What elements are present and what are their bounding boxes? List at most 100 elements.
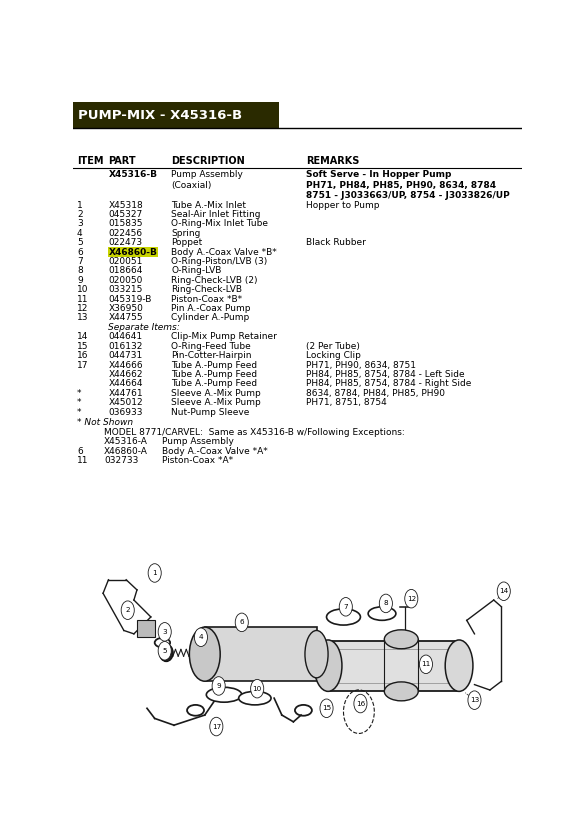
Ellipse shape [385, 682, 418, 700]
Text: *: * [77, 407, 82, 416]
Text: 17: 17 [212, 724, 221, 729]
Text: 3: 3 [77, 220, 83, 228]
Text: *: * [77, 389, 82, 398]
Circle shape [251, 680, 264, 698]
Text: DESCRIPTION: DESCRIPTION [172, 156, 245, 166]
Text: Sleeve A.-Mix Pump: Sleeve A.-Mix Pump [172, 398, 261, 407]
Text: 2: 2 [77, 210, 82, 219]
Text: 11: 11 [77, 456, 89, 465]
Ellipse shape [239, 691, 271, 705]
Text: 15: 15 [322, 705, 331, 711]
Text: 032733: 032733 [104, 456, 139, 465]
Circle shape [158, 623, 171, 641]
Ellipse shape [160, 644, 173, 662]
Text: *: * [77, 398, 82, 407]
Text: Spring: Spring [172, 229, 201, 238]
Bar [137, 620, 155, 637]
Text: 8: 8 [77, 267, 83, 275]
Text: 018664: 018664 [108, 267, 143, 275]
Circle shape [379, 594, 393, 613]
Text: 9: 9 [77, 276, 83, 285]
Text: 020051: 020051 [108, 257, 143, 266]
Text: Pump Assembly: Pump Assembly [162, 437, 234, 446]
Text: X45316-B: X45316-B [108, 170, 157, 179]
Circle shape [121, 601, 135, 620]
Text: 6: 6 [77, 447, 83, 455]
Text: 8634, 8784, PH84, PH85, PH90: 8634, 8784, PH84, PH85, PH90 [306, 389, 445, 398]
Text: 2: 2 [125, 607, 130, 613]
Text: 036933: 036933 [108, 407, 143, 416]
FancyBboxPatch shape [72, 102, 280, 128]
Text: 3: 3 [162, 629, 167, 635]
Text: X45316-A: X45316-A [104, 437, 148, 446]
Text: 14: 14 [499, 588, 509, 594]
Text: 15: 15 [77, 342, 89, 351]
Text: 8: 8 [383, 601, 388, 606]
Text: Tube A.-Pump Feed: Tube A.-Pump Feed [172, 360, 258, 369]
Text: Locking Clip: Locking Clip [306, 351, 361, 360]
Circle shape [497, 582, 510, 601]
Circle shape [210, 717, 223, 736]
Text: Pump Assembly
(Coaxial): Pump Assembly (Coaxial) [172, 170, 243, 190]
Text: 4: 4 [77, 229, 82, 238]
Text: 11: 11 [421, 662, 430, 667]
Text: 015835: 015835 [108, 220, 143, 228]
Text: 16: 16 [77, 351, 89, 360]
Text: Black Rubber: Black Rubber [306, 238, 366, 247]
Text: Tube A.-Pump Feed: Tube A.-Pump Feed [172, 379, 258, 388]
Text: X44761: X44761 [108, 389, 143, 398]
Text: (2 Per Tube): (2 Per Tube) [306, 342, 360, 351]
Text: Ring-Check-LVB (2): Ring-Check-LVB (2) [172, 276, 258, 285]
Text: X44664: X44664 [108, 379, 143, 388]
Text: 5: 5 [77, 238, 83, 247]
Circle shape [468, 691, 481, 710]
Text: 045319-B: 045319-B [108, 295, 152, 304]
Text: 033215: 033215 [108, 285, 143, 294]
Text: 6: 6 [240, 620, 244, 625]
Text: Tube A.-Mix Inlet: Tube A.-Mix Inlet [172, 201, 246, 210]
Circle shape [419, 655, 433, 673]
Text: O-Ring-LVB: O-Ring-LVB [172, 267, 222, 275]
Circle shape [405, 590, 418, 608]
Text: Separate Items:: Separate Items: [108, 323, 180, 332]
Circle shape [194, 628, 208, 647]
Text: 11: 11 [77, 295, 89, 304]
Text: 016132: 016132 [108, 342, 143, 351]
Text: Piston-Coax *B*: Piston-Coax *B* [172, 295, 242, 304]
Text: O-Ring-Mix Inlet Tube: O-Ring-Mix Inlet Tube [172, 220, 269, 228]
Text: Soft Serve - In Hopper Pump
PH71, PH84, PH85, PH90, 8634, 8784
8751 - J3033663/U: Soft Serve - In Hopper Pump PH71, PH84, … [306, 170, 510, 200]
Text: PART: PART [108, 156, 136, 166]
Text: X45318: X45318 [108, 201, 143, 210]
Ellipse shape [445, 640, 473, 691]
Text: Pin A.-Coax Pump: Pin A.-Coax Pump [172, 304, 251, 313]
Bar [328, 641, 459, 691]
Text: X45012: X45012 [108, 398, 143, 407]
Text: 6: 6 [77, 248, 83, 257]
Text: X44755: X44755 [108, 313, 143, 322]
Text: Hopper to Pump: Hopper to Pump [306, 201, 380, 210]
Text: 12: 12 [77, 304, 88, 313]
Text: 16: 16 [356, 700, 365, 706]
Ellipse shape [327, 609, 360, 625]
Circle shape [320, 699, 333, 718]
Text: 10: 10 [77, 285, 89, 294]
Text: PUMP-MIX - X45316-B: PUMP-MIX - X45316-B [78, 108, 242, 121]
Text: 13: 13 [470, 697, 479, 703]
Text: X46860-B: X46860-B [108, 248, 157, 257]
Text: 17: 17 [77, 360, 89, 369]
Text: 022456: 022456 [108, 229, 143, 238]
Text: 13: 13 [77, 313, 89, 322]
Text: Body A.-Coax Valve *B*: Body A.-Coax Valve *B* [172, 248, 277, 257]
Text: PH71, 8751, 8754: PH71, 8751, 8754 [306, 398, 387, 407]
Ellipse shape [368, 607, 396, 620]
Text: X36950: X36950 [108, 304, 143, 313]
Circle shape [212, 676, 225, 695]
Text: X44666: X44666 [108, 360, 143, 369]
Text: Poppet: Poppet [172, 238, 202, 247]
Ellipse shape [314, 640, 342, 691]
Text: Body A.-Coax Valve *A*: Body A.-Coax Valve *A* [162, 447, 268, 455]
Text: MODEL 8771/CARVEL:  Same as X45316-B w/Following Exceptions:: MODEL 8771/CARVEL: Same as X45316-B w/Fo… [104, 428, 405, 437]
Text: PH71, PH90, 8634, 8751: PH71, PH90, 8634, 8751 [306, 360, 416, 369]
Circle shape [339, 597, 352, 616]
Text: PH84, PH85, 8754, 8784 - Right Side: PH84, PH85, 8754, 8784 - Right Side [306, 379, 472, 388]
